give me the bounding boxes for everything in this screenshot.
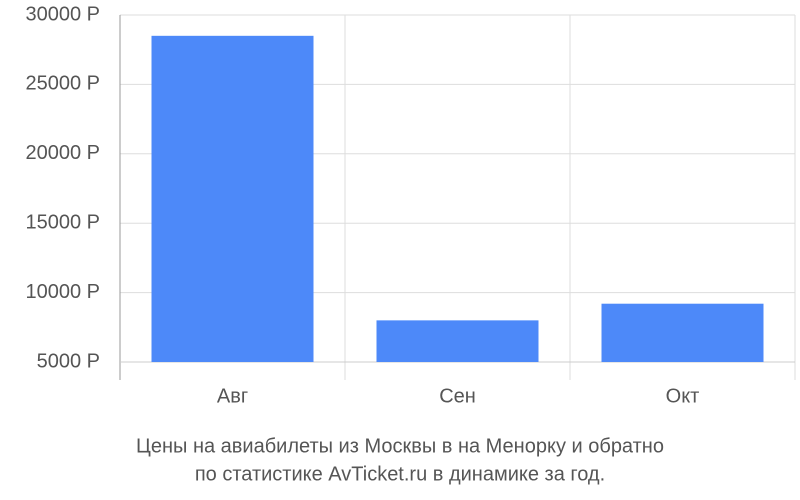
y-tick-label: 5000 Р	[37, 350, 100, 372]
y-tick-label: 25000 Р	[25, 73, 100, 95]
y-tick-label: 30000 Р	[25, 3, 100, 25]
x-tick-label: Авг	[217, 385, 248, 407]
chart-title: по статистике AvTicket.ru в динамике за …	[195, 463, 605, 485]
x-tick-label: Окт	[666, 385, 700, 407]
bar	[151, 35, 314, 362]
y-tick-label: 20000 Р	[25, 142, 100, 164]
bar	[601, 303, 764, 362]
bar	[376, 320, 539, 362]
y-tick-label: 10000 Р	[25, 281, 100, 303]
x-tick-label: Сен	[439, 385, 476, 407]
y-tick-label: 15000 Р	[25, 211, 100, 233]
chart-title: Цены на авиабилеты из Москвы в на Менорк…	[136, 435, 664, 457]
